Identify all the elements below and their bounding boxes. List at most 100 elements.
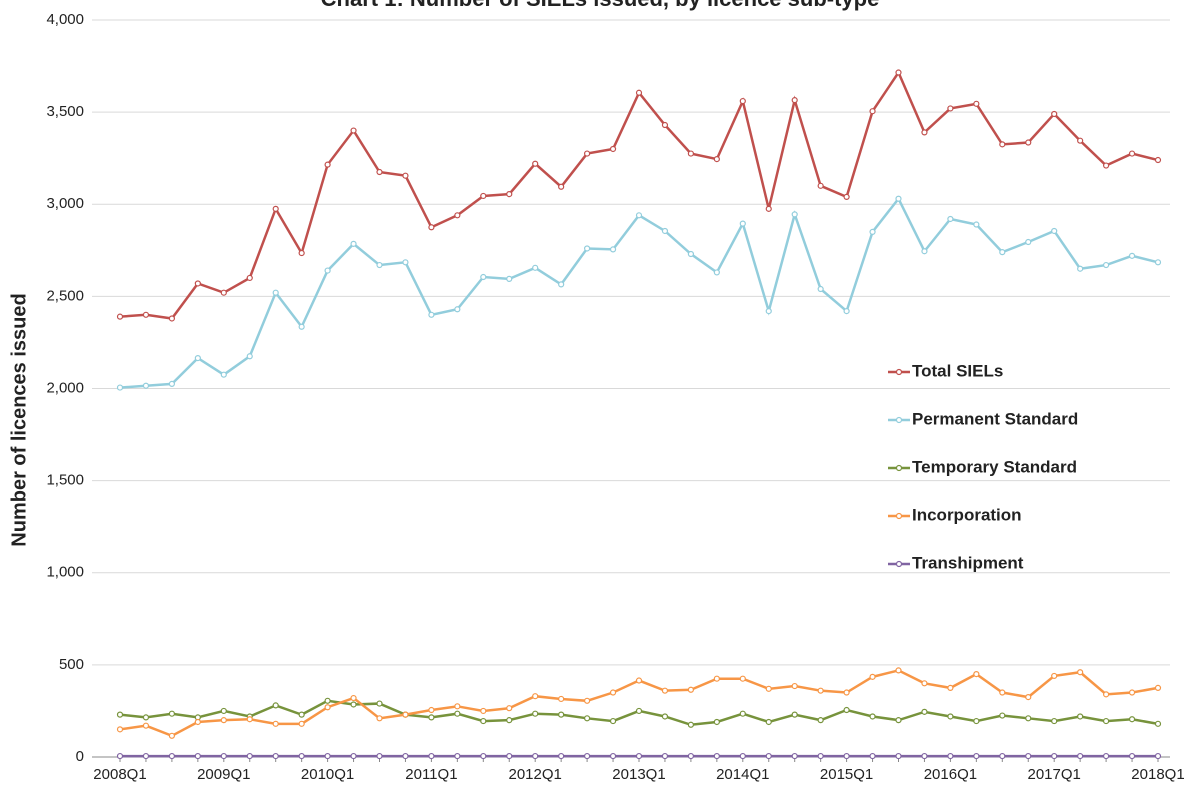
- data-point: [1025, 238, 1032, 246]
- data-point: [1077, 669, 1084, 676]
- data-point: [765, 685, 772, 692]
- data-point: [843, 193, 850, 200]
- data-point: [324, 161, 331, 168]
- data-point: [817, 182, 824, 189]
- legend-label: Temporary Standard: [912, 457, 1077, 476]
- data-point: [506, 752, 513, 760]
- data-point: [921, 680, 928, 687]
- data-point: [532, 264, 539, 271]
- data-point: [635, 212, 643, 219]
- x-tick-label: 2016Q1: [924, 766, 977, 783]
- data-point: [739, 752, 746, 760]
- data-point: [843, 308, 850, 315]
- data-point: [999, 141, 1006, 148]
- data-point: [1051, 227, 1058, 235]
- data-point: [402, 172, 409, 179]
- data-point: [116, 726, 124, 733]
- data-point: [376, 168, 383, 176]
- data-point: [765, 308, 772, 315]
- data-point: [999, 249, 1006, 256]
- data-point: [1154, 259, 1162, 266]
- x-tick-label: 2018Q1: [1131, 766, 1184, 783]
- x-tick-label: 2013Q1: [612, 766, 665, 783]
- data-point: [558, 281, 565, 288]
- data-point: [713, 675, 720, 682]
- y-tick-label: 0: [76, 748, 84, 765]
- data-point: [661, 687, 669, 694]
- data-point: [1077, 752, 1084, 760]
- data-point: [532, 693, 539, 700]
- data-point: [869, 228, 876, 235]
- y-tick-label: 1,000: [46, 564, 84, 581]
- data-point: [298, 720, 305, 727]
- data-point: [116, 711, 124, 718]
- x-tick-label: 2014Q1: [716, 766, 769, 783]
- legend-label: Permanent Standard: [912, 409, 1078, 428]
- data-point: [661, 227, 669, 235]
- data-point: [1102, 691, 1110, 698]
- data-point: [687, 721, 695, 728]
- data-point: [895, 69, 902, 76]
- data-point: [1051, 717, 1058, 725]
- data-point: [194, 718, 201, 726]
- data-point: [609, 246, 617, 253]
- data-point: [480, 192, 487, 200]
- y-axis-label: Number of licences issued: [8, 293, 30, 546]
- data-point: [454, 752, 461, 760]
- data-point: [1102, 261, 1110, 269]
- data-point: [558, 752, 565, 760]
- data-point: [973, 752, 980, 760]
- data-point: [687, 150, 695, 157]
- data-point: [168, 380, 175, 387]
- data-point: [298, 711, 305, 718]
- data-point: [142, 722, 150, 729]
- data-point: [921, 708, 928, 715]
- data-point: [220, 752, 227, 760]
- legend-label: Transhipment: [912, 553, 1024, 572]
- data-point: [947, 105, 954, 112]
- data-point: [376, 752, 383, 760]
- data-point: [583, 150, 591, 157]
- data-point: [272, 702, 279, 709]
- data-point: [558, 711, 565, 718]
- x-tick-label: 2010Q1: [301, 766, 354, 783]
- data-point: [1154, 720, 1162, 727]
- data-point: [791, 97, 798, 104]
- data-point: [921, 752, 928, 760]
- data-point: [506, 705, 513, 712]
- data-point: [532, 710, 539, 717]
- data-point: [194, 354, 201, 362]
- data-point: [1025, 715, 1032, 722]
- data-point: [220, 289, 227, 296]
- data-point: [532, 752, 539, 760]
- data-point: [1077, 137, 1084, 144]
- data-point: [1051, 110, 1058, 118]
- data-point: [454, 212, 461, 219]
- data-point: [947, 215, 954, 223]
- data-point: [558, 183, 565, 190]
- legend-marker: [895, 368, 903, 376]
- legend-label: Total SIELs: [912, 361, 1003, 380]
- series-line: [119, 69, 1159, 320]
- data-point: [583, 245, 591, 252]
- data-point: [947, 752, 954, 760]
- data-point: [1154, 156, 1162, 164]
- data-point: [1128, 150, 1136, 157]
- data-point: [791, 711, 798, 718]
- data-point: [428, 311, 435, 318]
- y-tick-label: 4,000: [46, 11, 84, 28]
- data-point: [687, 752, 695, 760]
- data-point: [765, 205, 772, 212]
- x-tick-label: 2012Q1: [509, 766, 562, 783]
- data-point: [558, 695, 565, 703]
- data-point: [168, 732, 175, 739]
- data-point: [661, 713, 669, 720]
- data-point: [869, 673, 876, 680]
- data-point: [506, 275, 513, 282]
- data-point: [1077, 265, 1084, 272]
- y-tick-label: 500: [59, 656, 84, 673]
- data-point: [1051, 672, 1058, 680]
- data-point: [765, 718, 772, 726]
- data-point: [428, 706, 435, 714]
- legend-marker: [895, 416, 903, 424]
